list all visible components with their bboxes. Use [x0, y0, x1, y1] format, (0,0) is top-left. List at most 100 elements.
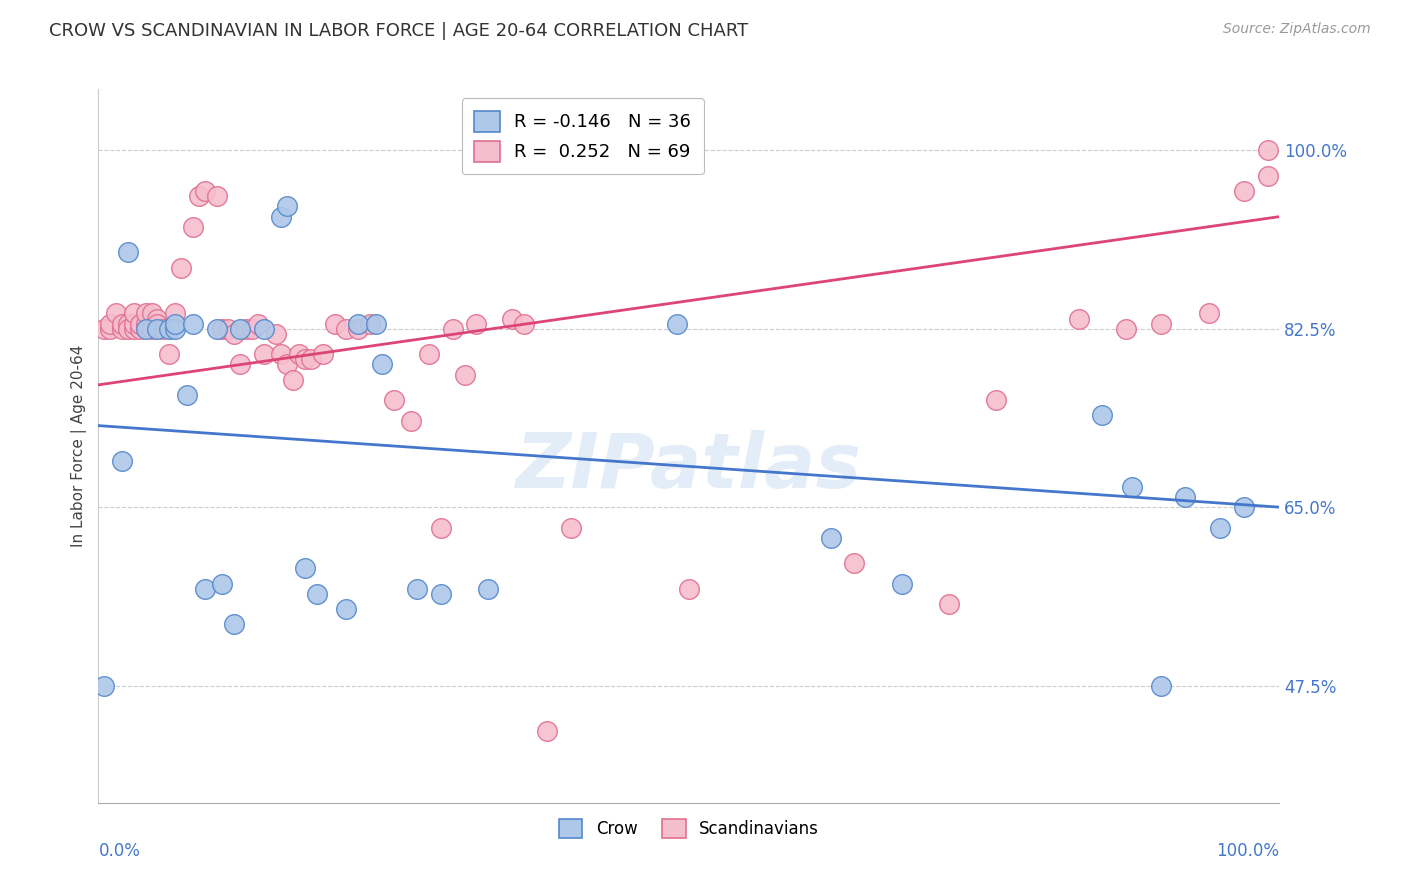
Point	[501, 311, 523, 326]
Point	[335, 602, 357, 616]
Point	[323, 317, 346, 331]
Point	[194, 582, 217, 596]
Point	[560, 520, 582, 534]
Point	[253, 347, 276, 361]
Point	[128, 322, 150, 336]
Point	[276, 199, 298, 213]
Point	[1257, 144, 1279, 158]
Text: 100.0%: 100.0%	[1216, 842, 1279, 860]
Point	[1121, 480, 1143, 494]
Point	[1091, 409, 1114, 423]
Point	[176, 388, 198, 402]
Point	[678, 582, 700, 596]
Point	[98, 322, 121, 336]
Point	[122, 306, 145, 320]
Point	[820, 531, 842, 545]
Point	[347, 317, 370, 331]
Point	[157, 322, 180, 336]
Point	[382, 393, 405, 408]
Point	[146, 311, 169, 326]
Point	[135, 322, 157, 336]
Point	[430, 520, 453, 534]
Point	[1115, 322, 1137, 336]
Point	[157, 347, 180, 361]
Point	[418, 347, 440, 361]
Point	[93, 679, 115, 693]
Point	[152, 322, 174, 336]
Point	[347, 322, 370, 336]
Point	[270, 210, 292, 224]
Point	[135, 306, 157, 320]
Point	[253, 322, 276, 336]
Point	[453, 368, 475, 382]
Point	[117, 317, 139, 331]
Point	[165, 306, 187, 320]
Point	[299, 352, 322, 367]
Point	[246, 317, 269, 331]
Point	[181, 317, 204, 331]
Point	[401, 413, 423, 427]
Point	[890, 576, 912, 591]
Point	[1257, 169, 1279, 183]
Point	[187, 189, 209, 203]
Point	[512, 317, 534, 331]
Legend: Crow, Scandinavians: Crow, Scandinavians	[553, 812, 825, 845]
Point	[312, 347, 335, 361]
Point	[146, 322, 169, 336]
Point	[93, 322, 115, 336]
Point	[205, 322, 228, 336]
Point	[205, 189, 228, 203]
Point	[1198, 306, 1220, 320]
Point	[305, 587, 328, 601]
Point	[211, 322, 233, 336]
Point	[288, 347, 311, 361]
Point	[117, 322, 139, 336]
Point	[283, 373, 305, 387]
Point	[165, 317, 187, 331]
Point	[135, 317, 157, 331]
Point	[294, 561, 316, 575]
Point	[666, 317, 689, 331]
Point	[1067, 311, 1090, 326]
Point	[1233, 500, 1256, 515]
Point	[181, 219, 204, 234]
Point	[294, 352, 316, 367]
Point	[111, 317, 134, 331]
Point	[105, 306, 128, 320]
Point	[170, 260, 193, 275]
Point	[98, 317, 121, 331]
Point	[240, 322, 263, 336]
Point	[359, 317, 381, 331]
Point	[211, 576, 233, 591]
Text: Source: ZipAtlas.com: Source: ZipAtlas.com	[1223, 22, 1371, 37]
Point	[122, 322, 145, 336]
Point	[217, 322, 239, 336]
Point	[1174, 490, 1197, 504]
Point	[371, 358, 394, 372]
Text: 0.0%: 0.0%	[98, 842, 141, 860]
Point	[406, 582, 429, 596]
Point	[276, 358, 298, 372]
Point	[141, 306, 163, 320]
Point	[146, 317, 169, 331]
Y-axis label: In Labor Force | Age 20-64: In Labor Force | Age 20-64	[72, 345, 87, 547]
Point	[264, 326, 287, 341]
Point	[117, 245, 139, 260]
Point	[1233, 184, 1256, 198]
Point	[229, 358, 252, 372]
Point	[844, 556, 866, 570]
Point	[111, 454, 134, 468]
Point	[536, 724, 558, 739]
Point	[235, 322, 257, 336]
Point	[1150, 317, 1173, 331]
Point	[111, 322, 134, 336]
Point	[441, 322, 464, 336]
Point	[270, 347, 292, 361]
Point	[335, 322, 357, 336]
Point	[465, 317, 488, 331]
Point	[477, 582, 499, 596]
Point	[1209, 520, 1232, 534]
Point	[1150, 679, 1173, 693]
Point	[938, 597, 960, 611]
Point	[194, 184, 217, 198]
